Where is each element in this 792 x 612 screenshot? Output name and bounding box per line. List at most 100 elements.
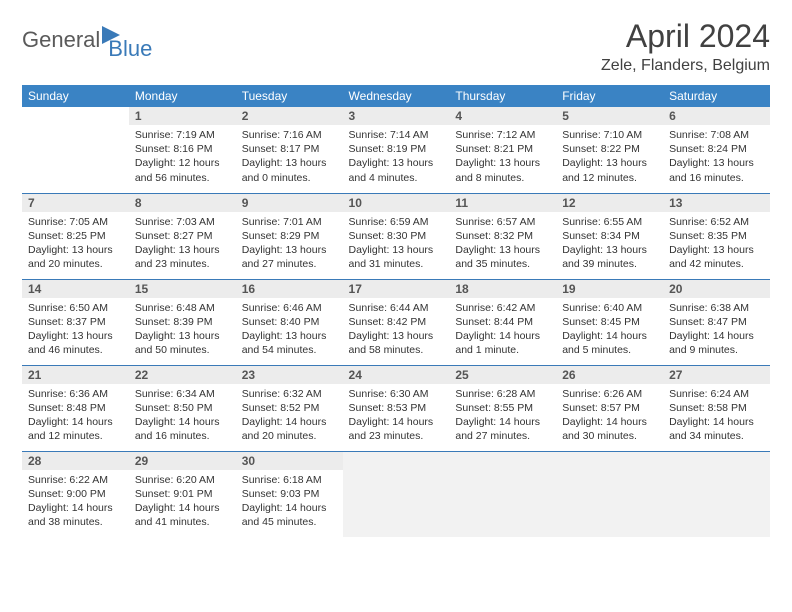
calendar-day: 14Sunrise: 6:50 AMSunset: 8:37 PMDayligh…: [22, 279, 129, 365]
sunset-text: Sunset: 8:16 PM: [135, 142, 230, 156]
day-details: Sunrise: 6:32 AMSunset: 8:52 PMDaylight:…: [236, 384, 343, 448]
sunrise-text: Sunrise: 6:36 AM: [28, 387, 123, 401]
sunset-text: Sunset: 8:37 PM: [28, 315, 123, 329]
daylight-text: Daylight: 13 hours and 46 minutes.: [28, 329, 123, 357]
weekday-header: Thursday: [449, 85, 556, 107]
day-number: 24: [343, 366, 450, 384]
sunrise-text: Sunrise: 6:32 AM: [242, 387, 337, 401]
daylight-text: Daylight: 13 hours and 50 minutes.: [135, 329, 230, 357]
sunset-text: Sunset: 8:32 PM: [455, 229, 550, 243]
day-details: Sunrise: 6:52 AMSunset: 8:35 PMDaylight:…: [663, 212, 770, 276]
calendar-day: [663, 451, 770, 537]
day-number: 20: [663, 280, 770, 298]
day-number: 1: [129, 107, 236, 125]
sunrise-text: Sunrise: 6:59 AM: [349, 215, 444, 229]
daylight-text: Daylight: 14 hours and 16 minutes.: [135, 415, 230, 443]
sunset-text: Sunset: 8:17 PM: [242, 142, 337, 156]
day-number: 3: [343, 107, 450, 125]
daylight-text: Daylight: 13 hours and 35 minutes.: [455, 243, 550, 271]
day-number: 28: [22, 452, 129, 470]
day-details: Sunrise: 7:16 AMSunset: 8:17 PMDaylight:…: [236, 125, 343, 189]
calendar-day: 16Sunrise: 6:46 AMSunset: 8:40 PMDayligh…: [236, 279, 343, 365]
calendar-day: 19Sunrise: 6:40 AMSunset: 8:45 PMDayligh…: [556, 279, 663, 365]
daylight-text: Daylight: 13 hours and 12 minutes.: [562, 156, 657, 184]
day-number: 30: [236, 452, 343, 470]
sunset-text: Sunset: 8:39 PM: [135, 315, 230, 329]
sunset-text: Sunset: 8:27 PM: [135, 229, 230, 243]
day-number: 22: [129, 366, 236, 384]
day-number: 15: [129, 280, 236, 298]
daylight-text: Daylight: 13 hours and 20 minutes.: [28, 243, 123, 271]
sunset-text: Sunset: 8:47 PM: [669, 315, 764, 329]
calendar-day: 18Sunrise: 6:42 AMSunset: 8:44 PMDayligh…: [449, 279, 556, 365]
calendar-header: SundayMondayTuesdayWednesdayThursdayFrid…: [22, 85, 770, 107]
day-details: Sunrise: 6:20 AMSunset: 9:01 PMDaylight:…: [129, 470, 236, 534]
daylight-text: Daylight: 14 hours and 23 minutes.: [349, 415, 444, 443]
day-details: Sunrise: 6:55 AMSunset: 8:34 PMDaylight:…: [556, 212, 663, 276]
day-details: Sunrise: 6:36 AMSunset: 8:48 PMDaylight:…: [22, 384, 129, 448]
sunrise-text: Sunrise: 6:46 AM: [242, 301, 337, 315]
sunrise-text: Sunrise: 6:55 AM: [562, 215, 657, 229]
day-number: 6: [663, 107, 770, 125]
calendar-day: 6Sunrise: 7:08 AMSunset: 8:24 PMDaylight…: [663, 107, 770, 193]
sunset-text: Sunset: 8:29 PM: [242, 229, 337, 243]
calendar-week: 14Sunrise: 6:50 AMSunset: 8:37 PMDayligh…: [22, 279, 770, 365]
sunrise-text: Sunrise: 6:52 AM: [669, 215, 764, 229]
calendar-day: 26Sunrise: 6:26 AMSunset: 8:57 PMDayligh…: [556, 365, 663, 451]
day-number: 12: [556, 194, 663, 212]
calendar-day: [556, 451, 663, 537]
weekday-header: Wednesday: [343, 85, 450, 107]
day-details: Sunrise: 6:18 AMSunset: 9:03 PMDaylight:…: [236, 470, 343, 534]
calendar-day: 13Sunrise: 6:52 AMSunset: 8:35 PMDayligh…: [663, 193, 770, 279]
day-number: 10: [343, 194, 450, 212]
day-details: Sunrise: 6:24 AMSunset: 8:58 PMDaylight:…: [663, 384, 770, 448]
day-number: 14: [22, 280, 129, 298]
calendar-day: 7Sunrise: 7:05 AMSunset: 8:25 PMDaylight…: [22, 193, 129, 279]
sunrise-text: Sunrise: 6:26 AM: [562, 387, 657, 401]
sunrise-text: Sunrise: 6:50 AM: [28, 301, 123, 315]
calendar-week: 21Sunrise: 6:36 AMSunset: 8:48 PMDayligh…: [22, 365, 770, 451]
sunset-text: Sunset: 8:40 PM: [242, 315, 337, 329]
day-details: Sunrise: 6:46 AMSunset: 8:40 PMDaylight:…: [236, 298, 343, 362]
sunrise-text: Sunrise: 6:44 AM: [349, 301, 444, 315]
daylight-text: Daylight: 14 hours and 12 minutes.: [28, 415, 123, 443]
day-details: Sunrise: 6:59 AMSunset: 8:30 PMDaylight:…: [343, 212, 450, 276]
sunrise-text: Sunrise: 6:48 AM: [135, 301, 230, 315]
page-header: General Blue April 2024 Zele, Flanders, …: [22, 18, 770, 75]
daylight-text: Daylight: 14 hours and 20 minutes.: [242, 415, 337, 443]
calendar-day: 20Sunrise: 6:38 AMSunset: 8:47 PMDayligh…: [663, 279, 770, 365]
day-number: 16: [236, 280, 343, 298]
day-details: Sunrise: 7:12 AMSunset: 8:21 PMDaylight:…: [449, 125, 556, 189]
daylight-text: Daylight: 13 hours and 39 minutes.: [562, 243, 657, 271]
day-details: Sunrise: 6:50 AMSunset: 8:37 PMDaylight:…: [22, 298, 129, 362]
day-number: 29: [129, 452, 236, 470]
sunrise-text: Sunrise: 6:38 AM: [669, 301, 764, 315]
calendar-day: 5Sunrise: 7:10 AMSunset: 8:22 PMDaylight…: [556, 107, 663, 193]
sunrise-text: Sunrise: 6:24 AM: [669, 387, 764, 401]
calendar-day: 25Sunrise: 6:28 AMSunset: 8:55 PMDayligh…: [449, 365, 556, 451]
sunset-text: Sunset: 8:30 PM: [349, 229, 444, 243]
sunset-text: Sunset: 8:44 PM: [455, 315, 550, 329]
sunset-text: Sunset: 9:03 PM: [242, 487, 337, 501]
calendar-day: 10Sunrise: 6:59 AMSunset: 8:30 PMDayligh…: [343, 193, 450, 279]
daylight-text: Daylight: 13 hours and 16 minutes.: [669, 156, 764, 184]
sunrise-text: Sunrise: 6:30 AM: [349, 387, 444, 401]
daylight-text: Daylight: 12 hours and 56 minutes.: [135, 156, 230, 184]
calendar-day: 30Sunrise: 6:18 AMSunset: 9:03 PMDayligh…: [236, 451, 343, 537]
day-number: 8: [129, 194, 236, 212]
sunrise-text: Sunrise: 7:12 AM: [455, 128, 550, 142]
sunrise-text: Sunrise: 6:18 AM: [242, 473, 337, 487]
day-details: Sunrise: 6:48 AMSunset: 8:39 PMDaylight:…: [129, 298, 236, 362]
day-number: 5: [556, 107, 663, 125]
day-details: Sunrise: 6:26 AMSunset: 8:57 PMDaylight:…: [556, 384, 663, 448]
daylight-text: Daylight: 14 hours and 30 minutes.: [562, 415, 657, 443]
location-text: Zele, Flanders, Belgium: [601, 57, 770, 75]
sunset-text: Sunset: 8:22 PM: [562, 142, 657, 156]
sunrise-text: Sunrise: 7:19 AM: [135, 128, 230, 142]
day-details: Sunrise: 6:30 AMSunset: 8:53 PMDaylight:…: [343, 384, 450, 448]
daylight-text: Daylight: 13 hours and 54 minutes.: [242, 329, 337, 357]
day-number: 27: [663, 366, 770, 384]
month-title: April 2024: [601, 18, 770, 55]
brand-logo: General Blue: [22, 18, 152, 62]
calendar-day: [343, 451, 450, 537]
